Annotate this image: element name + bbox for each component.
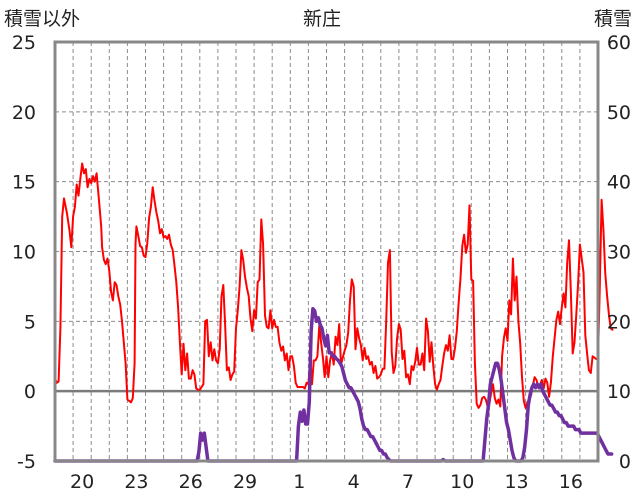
series-line-temp — [54, 162, 614, 409]
y-left-tick-label: 10 — [12, 242, 36, 264]
series-group — [53, 162, 614, 463]
x-tick-label: 13 — [504, 471, 528, 493]
y-left-tick-label: 0 — [24, 381, 36, 403]
y-left-tick-label: 5 — [24, 311, 36, 333]
series-line-snow — [53, 307, 614, 463]
x-tick-label: 16 — [559, 471, 583, 493]
x-tick-label: 26 — [179, 471, 203, 493]
x-tick-label: 23 — [124, 471, 148, 493]
right-axis-title: 積雪 — [594, 8, 632, 30]
x-tick-label: 10 — [450, 471, 474, 493]
grid — [55, 42, 598, 461]
y-right-tick-label: 40 — [607, 172, 631, 194]
y-left-tick-label: 15 — [12, 172, 36, 194]
y-right-tick-label: 20 — [607, 311, 631, 333]
x-tick-label: 20 — [70, 471, 94, 493]
y-left-tick-label: -5 — [17, 451, 36, 473]
chart-title: 新庄 — [303, 8, 341, 30]
plot-frame — [53, 40, 600, 463]
x-tick-label: 29 — [233, 471, 257, 493]
y-right-tick-label: 10 — [607, 381, 631, 403]
left-axis-title: 積雪以外 — [4, 8, 80, 30]
y-right-tick-label: 0 — [619, 451, 631, 473]
x-tick-label: 7 — [402, 471, 414, 493]
x-tick-label: 4 — [348, 471, 360, 493]
y-right-tick-label: 50 — [607, 102, 631, 124]
y-right-tick-label: 30 — [607, 242, 631, 264]
y-left-tick-label: 20 — [12, 102, 36, 124]
y-right-tick-label: 60 — [607, 32, 631, 54]
x-tick-label: 1 — [293, 471, 305, 493]
y-left-tick-label: 25 — [12, 32, 36, 54]
